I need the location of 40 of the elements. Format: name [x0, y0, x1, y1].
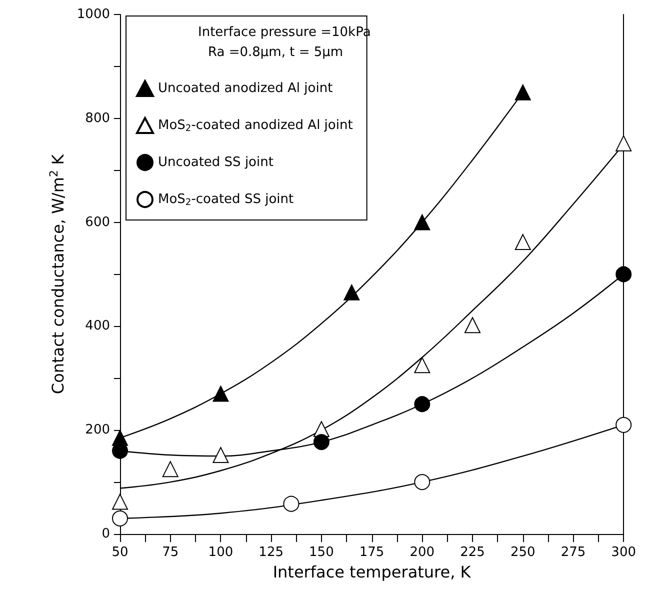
y-tick-label: 400	[85, 318, 110, 334]
point	[162, 461, 178, 478]
point	[514, 234, 531, 250]
point	[414, 214, 430, 230]
x-tick-label: 75	[162, 545, 179, 560]
x-tick-label: 275	[560, 545, 586, 560]
x-tick-label: 300	[611, 545, 636, 560]
point	[344, 284, 360, 300]
point	[212, 386, 229, 402]
legend-label: Uncoated SS joint	[158, 155, 274, 170]
x-tick-label: 175	[359, 545, 384, 560]
point	[616, 266, 632, 282]
point	[414, 396, 430, 412]
x-tick-label: 100	[208, 545, 234, 560]
point	[616, 135, 632, 152]
point	[283, 496, 300, 512]
x-tick-label: 225	[460, 545, 485, 560]
x-tick-label: 250	[510, 545, 536, 560]
y-tick-label: 800	[85, 110, 110, 126]
point	[112, 494, 128, 510]
x-tick-label: 200	[410, 545, 435, 560]
point	[616, 416, 632, 433]
point	[414, 474, 430, 490]
point	[514, 84, 531, 100]
legend-label: Uncoated anodized Al joint	[158, 81, 333, 96]
x-axis-title: Interface temperature, K	[272, 562, 472, 582]
x-tick-label: 50	[112, 545, 128, 560]
annotation: Ra =0.8µm, t = 5µm	[208, 45, 344, 60]
y-tick-label: 200	[85, 422, 110, 438]
point	[112, 510, 128, 526]
point	[414, 357, 430, 374]
point	[313, 434, 330, 450]
x-tick-label: 125	[258, 545, 284, 560]
x-tick-label: 150	[309, 545, 334, 560]
y-tick-label: 600	[85, 214, 110, 230]
point	[212, 447, 229, 464]
y-tick-label: 0	[102, 526, 110, 542]
y-axis-title: Contact conductance, W/m2 K	[48, 154, 68, 394]
point	[464, 317, 481, 334]
y-tick-label: 1000	[76, 7, 110, 22]
